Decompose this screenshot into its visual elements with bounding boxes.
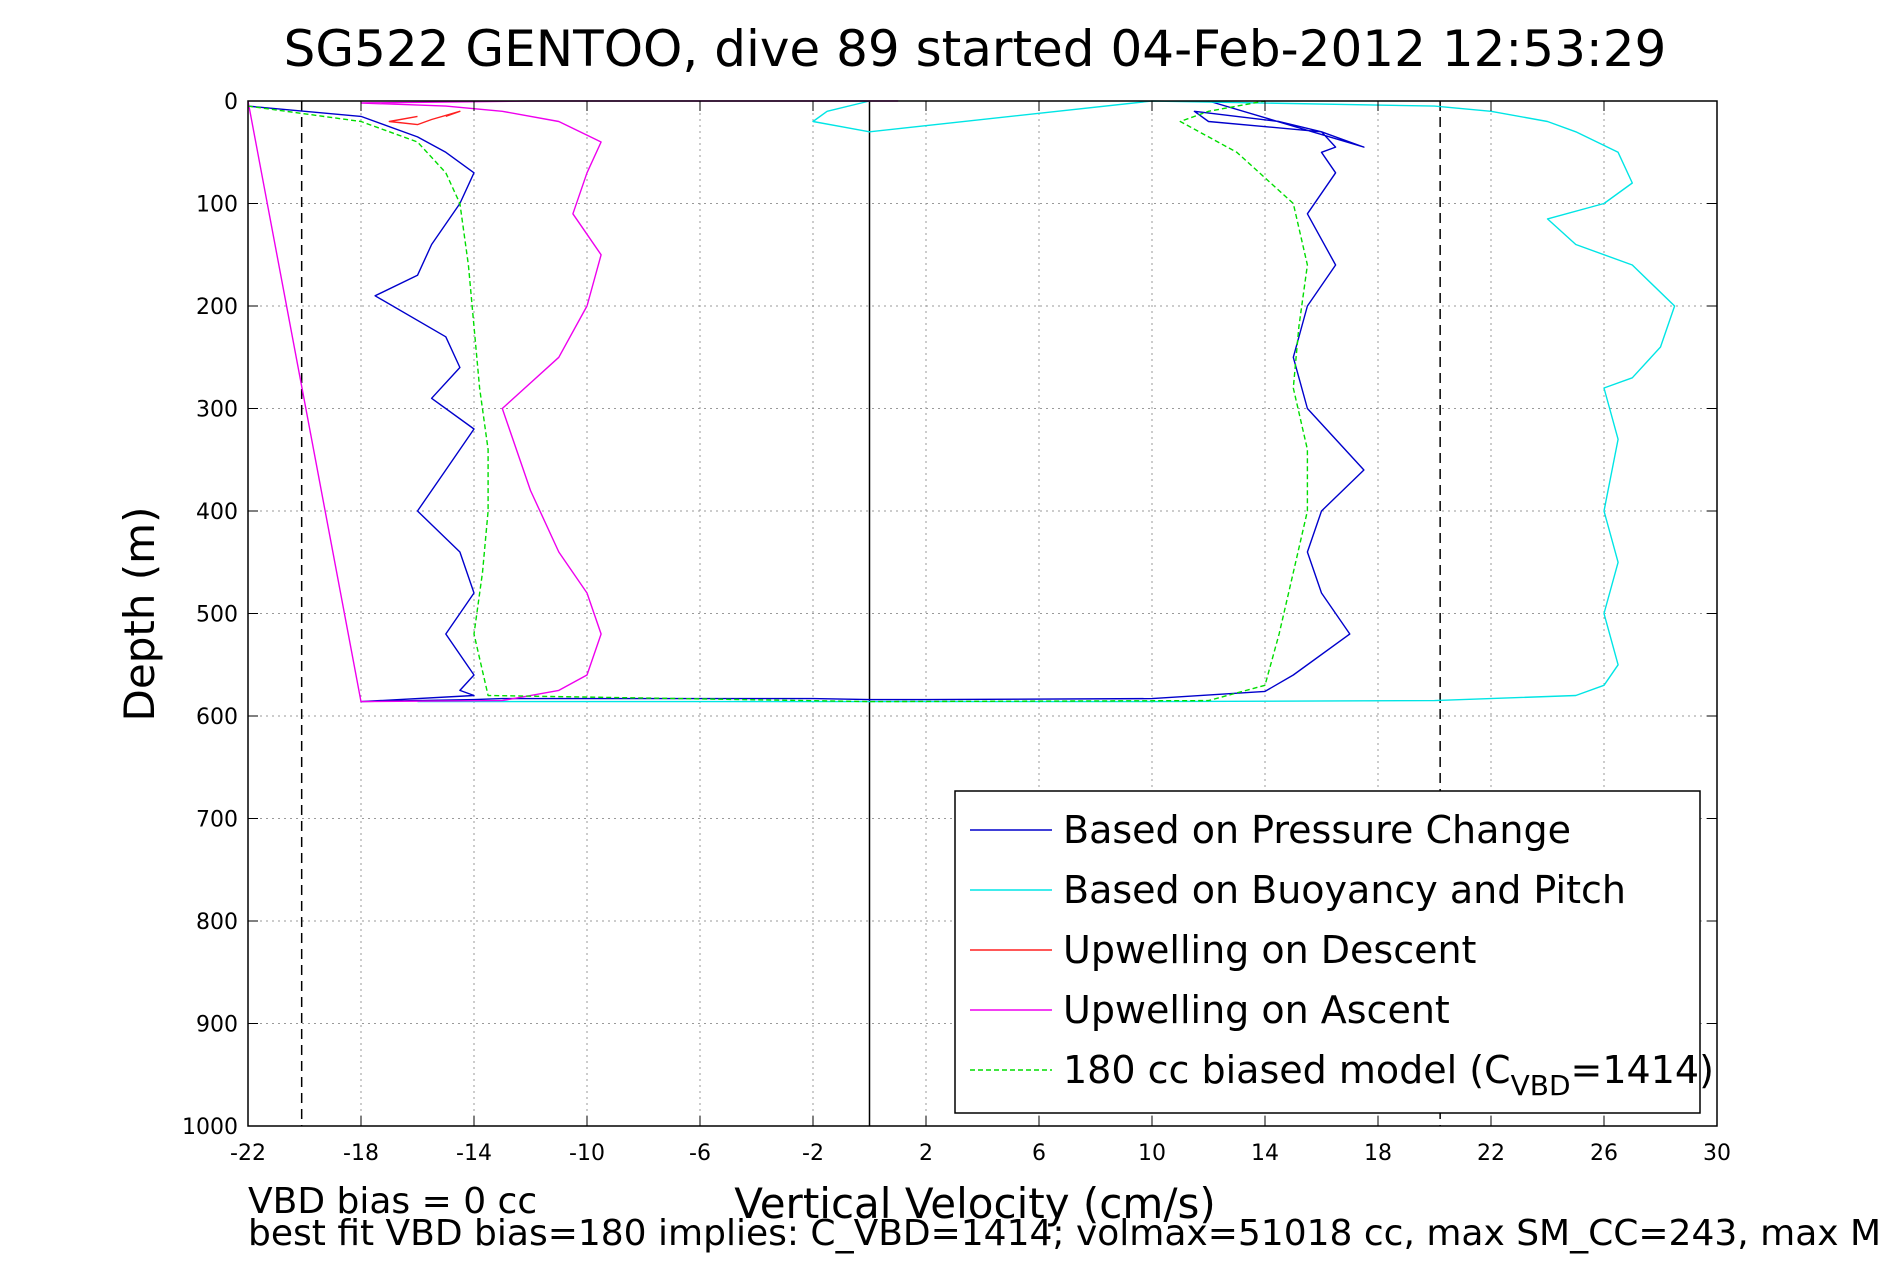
x-tick-label: -10 (569, 1141, 605, 1166)
x-tick-label: 2 (919, 1141, 933, 1166)
y-tick-label: 200 (196, 295, 238, 320)
series-line (247, 100, 1309, 703)
footer-line-2: best fit VBD bias=180 implies: C_VBD=141… (248, 1213, 1881, 1254)
legend-label: Based on Buoyancy and Pitch (1063, 868, 1626, 912)
legend: Based on Pressure Change Based on Buoyanc… (954, 790, 1714, 1114)
x-tick-label: -14 (456, 1141, 492, 1166)
series-line (388, 110, 461, 126)
chart-title: SG522 GENTOO, dive 89 started 04-Feb-201… (284, 20, 1667, 78)
y-tick-label: 700 (196, 808, 238, 833)
legend-box (954, 790, 1701, 1114)
x-tick-label: -22 (230, 1141, 266, 1166)
y-tick-label: 1000 (182, 1115, 238, 1140)
data-series (247, 100, 1676, 703)
x-axis-ticks: -22 -18 -14 -10 -6 -2 2 6 10 14 18 22 26 30 (230, 101, 1731, 1166)
footer-line-1: VBD bias = 0 cc (248, 1181, 537, 1222)
y-tick-label: 900 (196, 1013, 238, 1038)
x-axis-label: Vertical Velocity (cm/s) (734, 1179, 1215, 1228)
x-tick-label: 6 (1032, 1141, 1046, 1166)
y-axis-label: Depth (m) (115, 507, 164, 722)
x-tick-label: 18 (1364, 1141, 1392, 1166)
y-tick-label: 600 (196, 705, 238, 730)
x-tick-label: 22 (1477, 1141, 1505, 1166)
x-tick-label: -2 (802, 1141, 824, 1166)
x-tick-label: 10 (1138, 1141, 1166, 1166)
series-line (417, 100, 1676, 703)
y-tick-label: 100 (196, 193, 238, 218)
x-tick-label: 30 (1703, 1141, 1731, 1166)
series-line (247, 100, 1365, 703)
y-axis-ticks: 0 100 200 300 400 500 600 700 800 900 1000 (182, 90, 1717, 1140)
x-tick-label: 26 (1590, 1141, 1618, 1166)
x-tick-label: -6 (689, 1141, 711, 1166)
legend-label: Based on Pressure Change (1063, 808, 1571, 852)
legend-label: Upwelling on Ascent (1063, 988, 1450, 1032)
y-tick-label: 500 (196, 603, 238, 628)
y-tick-label: 800 (196, 910, 238, 935)
y-tick-label: 300 (196, 398, 238, 423)
y-tick-label: 400 (196, 500, 238, 525)
x-tick-label: -18 (343, 1141, 379, 1166)
legend-label: Upwelling on Descent (1063, 928, 1476, 972)
x-tick-label: 14 (1251, 1141, 1279, 1166)
y-tick-label: 0 (224, 90, 238, 115)
